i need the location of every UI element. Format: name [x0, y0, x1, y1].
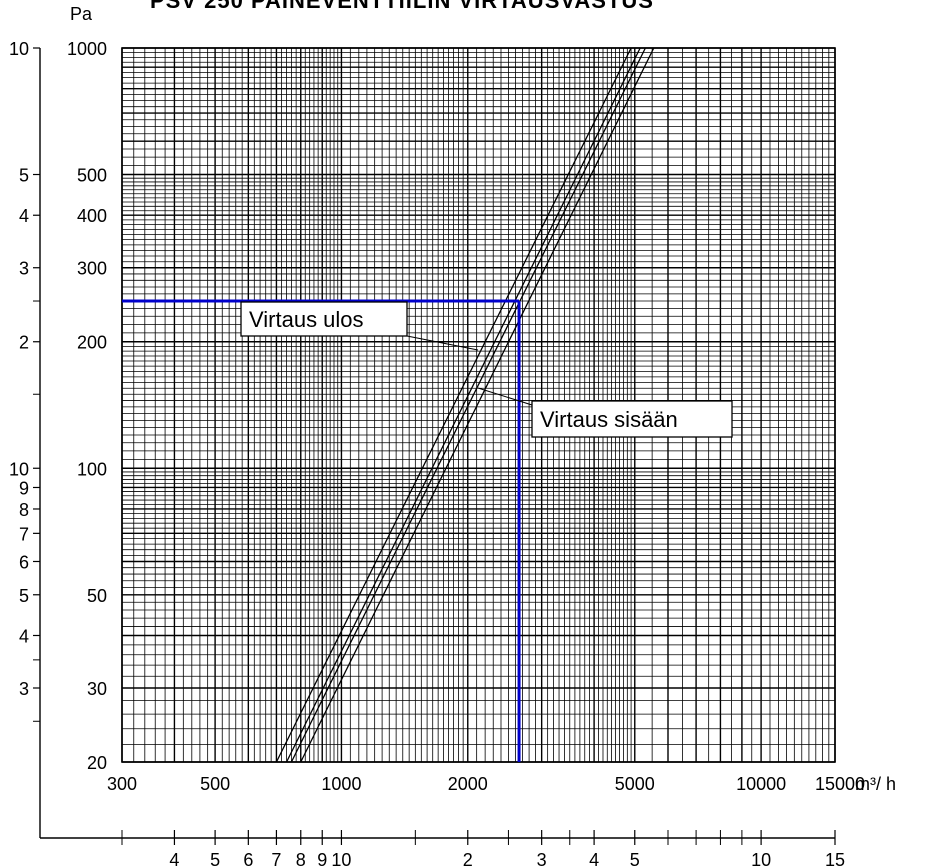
- outer-bottom-label: 5: [630, 850, 640, 866]
- outer-bottom-label: 8: [296, 850, 306, 866]
- outer-bottom-label: 10: [751, 850, 771, 866]
- y-tick-label: 400: [77, 206, 107, 226]
- annotation-label: Virtaus sisään: [540, 407, 678, 432]
- y-tick-label: 100: [77, 459, 107, 479]
- x-tick-label: 2000: [448, 774, 488, 794]
- outer-left-label: 10: [9, 459, 29, 479]
- y-tick-label: 300: [77, 259, 107, 279]
- annotations: Virtaus ulos Virtaus sisään: [240, 301, 733, 438]
- annotation-virtaus-ulos: Virtaus ulos: [240, 301, 479, 351]
- x-tick-label: 300: [107, 774, 137, 794]
- outer-bottom-label: 6: [243, 850, 253, 866]
- outer-bottom-label: 4: [589, 850, 599, 866]
- annotation-box: [531, 400, 733, 438]
- series-lines: [275, 47, 655, 763]
- y-tick-label: 200: [77, 333, 107, 353]
- series-virtaus-sisaan: [290, 47, 655, 763]
- outer-bottom-label: 10: [331, 850, 351, 866]
- x-unit-label: m³/ h: [855, 774, 896, 794]
- chart-title: PSV 250 PAINEVENTTIILIN VIRTAUSVASTUS: [150, 0, 654, 13]
- outer-left-label: 4: [19, 626, 29, 646]
- x-tick-label: 500: [200, 774, 230, 794]
- outer-left-label: 6: [19, 552, 29, 572]
- x-tick-label: 15000: [815, 774, 865, 794]
- series-line: [290, 47, 646, 763]
- y-tick-label: 30: [87, 679, 107, 699]
- x-tick-label: 5000: [615, 774, 655, 794]
- outer-left-label: 5: [19, 166, 29, 186]
- y-tick-label: 500: [77, 166, 107, 186]
- outer-bottom-label: 9: [317, 850, 327, 866]
- y-tick-label: 50: [87, 586, 107, 606]
- outer-left-label: 10: [9, 39, 29, 59]
- x-tick-label: 10000: [736, 774, 786, 794]
- y-axis-tick-labels: 20 30 50 100 200 300 400 500 1000: [67, 39, 107, 773]
- outer-bottom-label: 15: [825, 850, 845, 866]
- y-tick-label: 1000: [67, 39, 107, 59]
- outer-left-label: 5: [19, 586, 29, 606]
- outer-left-label: 3: [19, 679, 29, 699]
- outer-left-label: 9: [19, 478, 29, 498]
- y-unit-label: Pa: [70, 4, 93, 24]
- outer-bottom-label: 3: [537, 850, 547, 866]
- grid: [121, 47, 836, 763]
- outer-bottom-label: 7: [271, 850, 281, 866]
- outer-left-label: 7: [19, 524, 29, 544]
- annotation-virtaus-sisaan: Virtaus sisään: [477, 387, 733, 438]
- annotation-leader: [477, 387, 533, 406]
- y-tick-label: 20: [87, 753, 107, 773]
- x-tick-label: 1000: [321, 774, 361, 794]
- series-line: [285, 47, 641, 763]
- outer-bottom-label: 2: [463, 850, 473, 866]
- x-axis-tick-labels: 300 500 1000 2000 5000 10000 15000: [107, 774, 865, 794]
- outer-left-label: 4: [19, 206, 29, 226]
- outer-left-label: 8: [19, 500, 29, 520]
- annotation-label: Virtaus ulos: [249, 307, 364, 332]
- annotation-leader: [406, 335, 479, 351]
- outer-bottom-label: 4: [169, 850, 179, 866]
- outer-left-label: 2: [19, 333, 29, 353]
- outer-bottom-scale: 4 5 6 7 8 9 10 2 3 4 5 10 15: [40, 830, 845, 866]
- plot-frame: [121, 47, 836, 763]
- outer-left-label: 3: [19, 259, 29, 279]
- annotation-box: [240, 301, 408, 337]
- series-line: [300, 47, 655, 763]
- series-line: [275, 47, 632, 763]
- outer-bottom-label: 5: [210, 850, 220, 866]
- series-virtaus-ulos: [275, 47, 641, 763]
- reference-lines: [122, 299, 521, 762]
